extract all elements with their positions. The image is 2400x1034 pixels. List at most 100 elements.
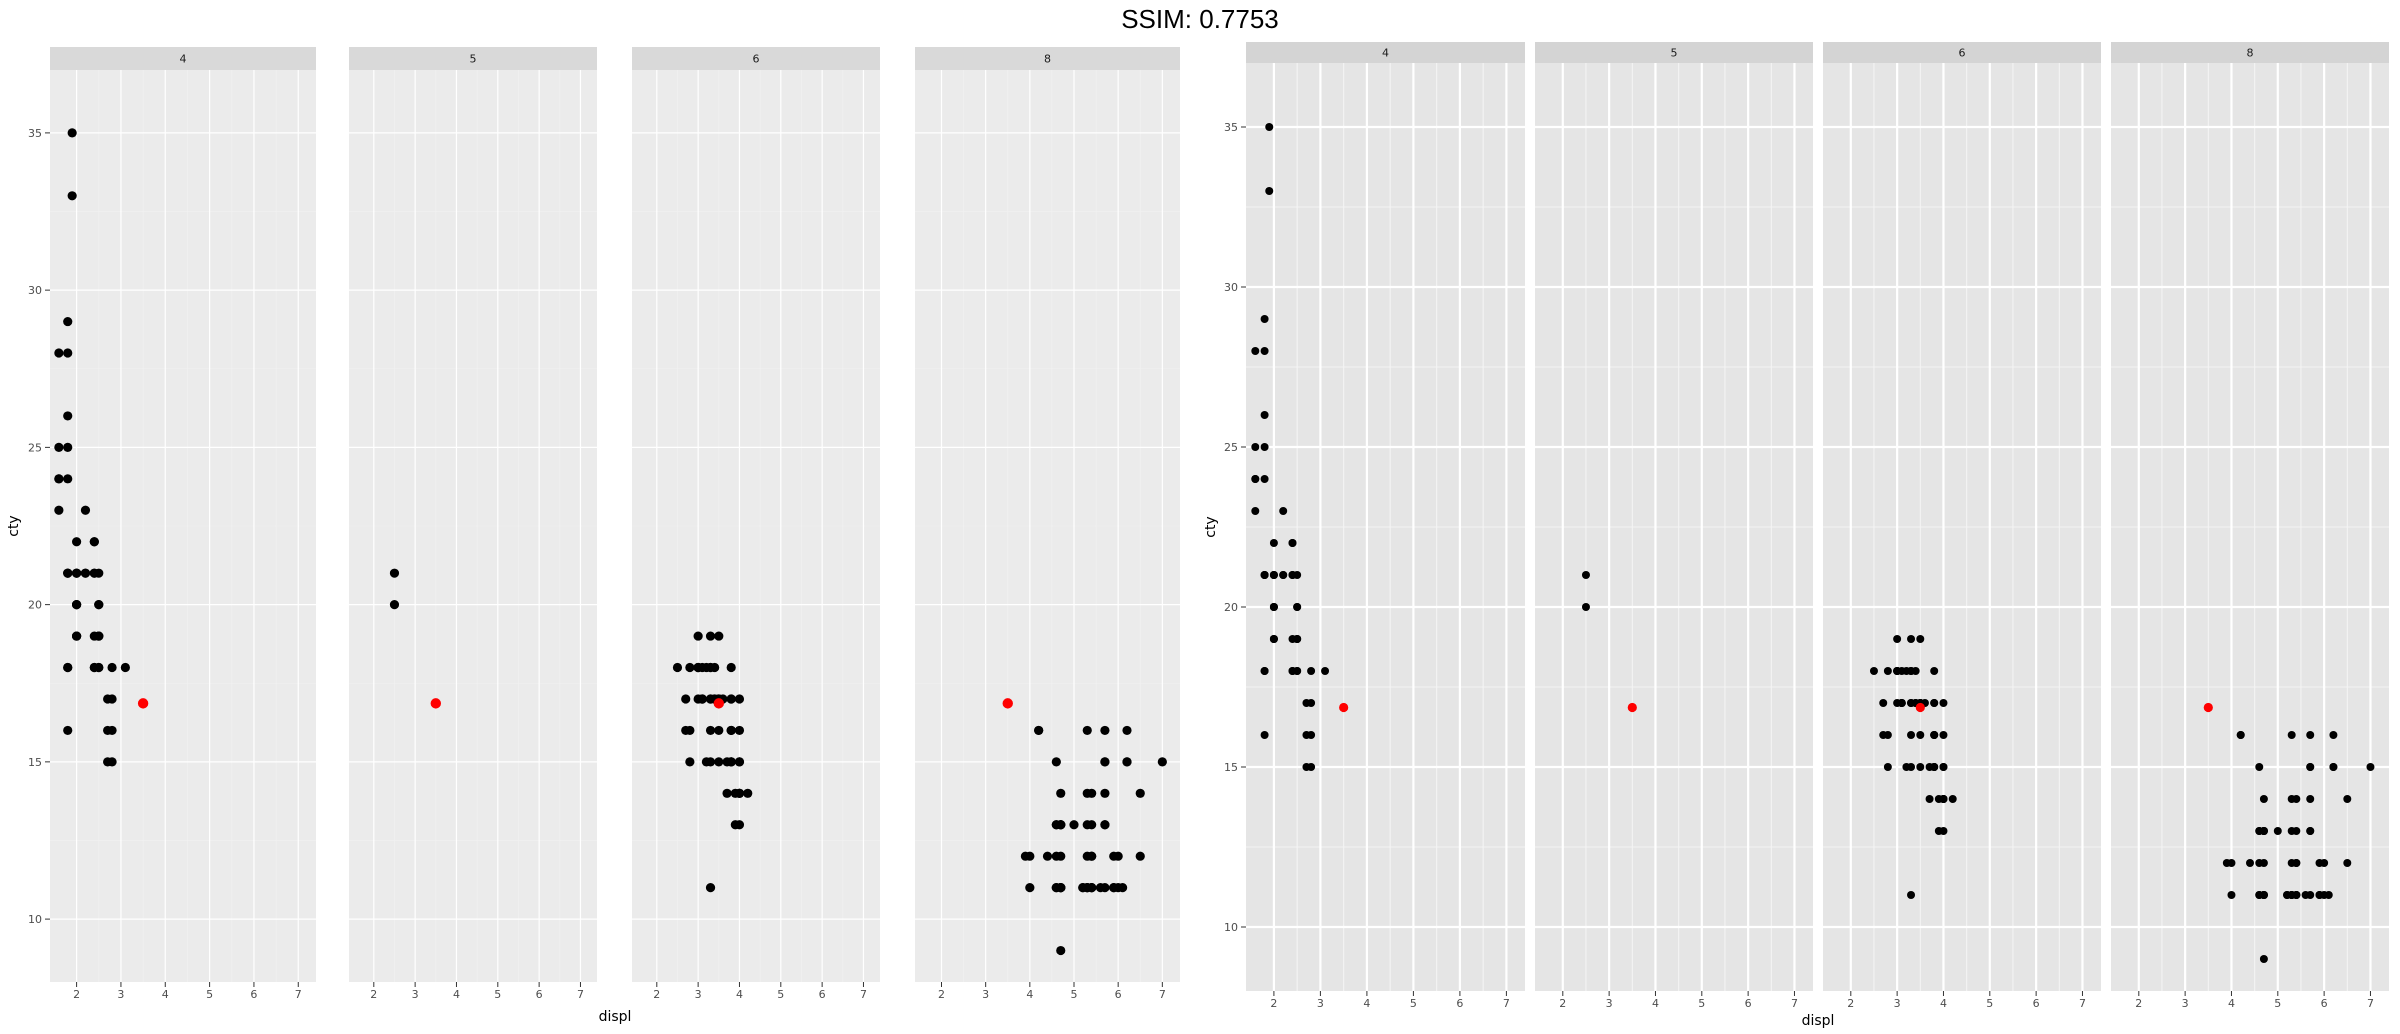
data-point — [1113, 851, 1123, 861]
data-point — [705, 631, 716, 641]
x-tick-label: 6 — [1456, 997, 1463, 1010]
y-tick-label: 10 — [28, 913, 42, 926]
x-tick-label: 3 — [695, 988, 702, 1001]
data-point — [714, 725, 724, 736]
facet-panel-6: 6 2 3 4 5 6 7 — [1823, 42, 2101, 1010]
data-point — [389, 568, 400, 578]
data-point — [722, 788, 732, 798]
data-point — [1293, 667, 1302, 675]
left-plot: 4 2 3 4 5 6 7 10 15 20 25 30 35 5 2 3 4 5 6 7 6 2 3 4 5 6 7 8 2 3 4 5 6 7… — [6, 47, 1180, 1025]
facet-strip-label: 8 — [2247, 47, 2254, 60]
data-point — [1939, 731, 1948, 739]
data-point — [72, 631, 82, 641]
data-point — [54, 442, 64, 452]
data-point — [89, 568, 99, 578]
data-point — [1135, 788, 1145, 798]
x-tick-label: 7 — [577, 988, 584, 1001]
x-tick-label: 4 — [1652, 997, 1659, 1010]
facet-strip-label: 6 — [753, 53, 760, 66]
data-point — [63, 316, 73, 327]
data-point — [1056, 883, 1066, 893]
data-point — [1907, 635, 1916, 643]
x-tick-label: 7 — [1791, 997, 1798, 1010]
x-tick-label: 5 — [206, 988, 213, 1001]
data-point — [1930, 667, 1939, 675]
data-point — [67, 128, 77, 138]
x-tick-label: 4 — [736, 988, 743, 1001]
data-point — [730, 788, 740, 798]
data-point — [1034, 725, 1044, 736]
data-point — [685, 757, 695, 767]
data-point — [1251, 475, 1260, 483]
x-tick-label: 7 — [2079, 997, 2086, 1010]
x-tick-label: 7 — [1503, 997, 1510, 1010]
data-point — [54, 474, 64, 484]
data-point — [1883, 763, 1892, 771]
data-point — [1069, 820, 1079, 830]
highlight-point — [1627, 702, 1637, 713]
highlight-point — [1915, 702, 1925, 713]
data-point — [2246, 859, 2254, 867]
x-tick-label: 2 — [653, 988, 660, 1001]
data-point — [1302, 731, 1311, 739]
data-point — [2283, 891, 2292, 899]
x-tick-label: 2 — [1847, 997, 1854, 1010]
data-point — [63, 474, 73, 484]
data-point — [1897, 699, 1906, 707]
y-axis-title: cty — [1203, 516, 1219, 537]
data-point — [1251, 347, 1260, 355]
data-point — [94, 600, 104, 610]
x-tick-label: 6 — [2033, 997, 2040, 1010]
data-point — [714, 757, 724, 767]
highlight-point — [430, 698, 441, 709]
data-point — [2306, 795, 2315, 803]
y-axis-title: cty — [6, 515, 22, 536]
data-point — [1293, 603, 1302, 611]
highlight-point — [2203, 702, 2213, 713]
x-tick-label: 5 — [494, 988, 501, 1001]
data-point — [1893, 635, 1902, 643]
data-point — [63, 442, 73, 452]
data-point — [1260, 315, 1269, 323]
x-tick-label: 3 — [412, 988, 419, 1001]
facet-panel-5: 5 2 3 4 5 6 7 — [349, 47, 597, 1001]
data-point — [63, 348, 73, 358]
data-point — [54, 505, 64, 515]
data-point — [1934, 795, 1943, 803]
y-tick-label: 30 — [28, 284, 42, 297]
facet-panel-4: 4 2 3 4 5 6 7 10 15 20 25 30 35 — [28, 47, 316, 1001]
data-point — [1916, 763, 1925, 771]
data-point — [1948, 795, 1957, 803]
x-tick-label: 4 — [162, 988, 169, 1001]
data-point — [389, 600, 400, 610]
data-point — [2366, 763, 2375, 771]
y-tick-label: 10 — [1224, 921, 1238, 934]
data-point — [2287, 827, 2296, 835]
data-point — [2329, 763, 2338, 771]
data-point — [1269, 635, 1278, 643]
highlight-point — [713, 698, 724, 709]
data-point — [2259, 827, 2268, 835]
facet-strip — [1535, 42, 1813, 63]
x-tick-label: 4 — [1026, 988, 1033, 1001]
data-point — [2292, 795, 2301, 803]
data-point — [63, 662, 73, 673]
facet-strip — [2111, 42, 2389, 63]
data-point — [67, 191, 77, 201]
data-point — [1260, 443, 1269, 451]
figure-title: SSIM: 0.7753 — [1121, 4, 1279, 34]
y-tick-label: 20 — [1224, 601, 1238, 614]
facet-panel-5: 5 2 3 4 5 6 7 — [1535, 42, 1813, 1010]
data-point — [1302, 699, 1311, 707]
facet-strip — [1246, 42, 1525, 63]
data-point — [2222, 859, 2231, 867]
x-tick-label: 7 — [1159, 988, 1166, 1001]
data-point — [2227, 891, 2236, 899]
facet-panel-6: 6 2 3 4 5 6 7 — [632, 47, 880, 1001]
data-point — [1082, 851, 1092, 861]
data-point — [1269, 603, 1278, 611]
data-point — [1117, 883, 1128, 893]
x-tick-label: 6 — [2321, 997, 2328, 1010]
data-point — [701, 757, 712, 767]
